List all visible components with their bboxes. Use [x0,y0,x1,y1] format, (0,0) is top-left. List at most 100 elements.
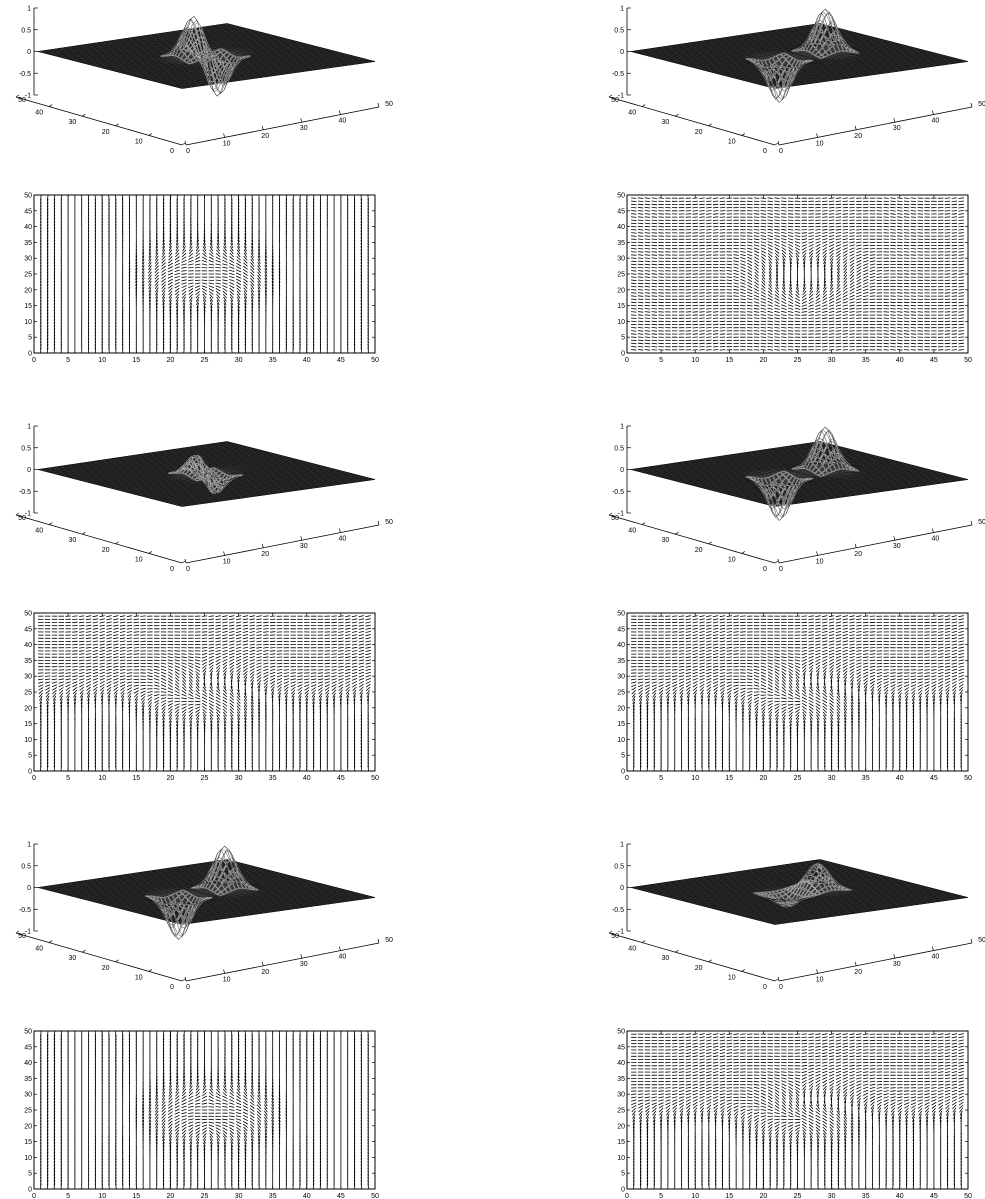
x-tick [223,133,225,138]
x-tick-label: 10 [816,976,824,983]
x-tick-label: 15 [132,357,140,364]
y-tick-label: 50 [611,515,619,522]
y-tick-label: 30 [69,119,77,126]
y-tick-label: 10 [24,319,32,326]
x-tick-label: 10 [816,558,824,565]
y-tick [774,142,779,146]
surface-trough-edges [183,22,251,97]
surf-3: 1 0.5 0 -0.5 -1 0 10 20 30 40 50 0 10 20 30 40 50 [15,424,393,573]
surface-trough-edges [145,889,213,940]
y-tick-label: 45 [617,1044,625,1051]
y-tick [15,94,20,98]
x-tick-label: 30 [300,543,308,550]
x-tick-label: 50 [964,775,972,782]
quiver-4: 0 5 10 15 20 25 30 35 40 45 50 0 5 10 15 20 25 30 35 40 45 50 [617,611,972,783]
y-tick-label: 20 [695,129,703,136]
x-tick [223,969,225,974]
surf-4: 1 0.5 0 -0.5 -1 0 10 20 30 40 50 0 10 20 30 40 50 [608,424,985,573]
y-tick-label: 5 [28,335,32,342]
y-tick-label: 40 [628,946,636,953]
x-tick [777,140,780,146]
y-tick-label: 50 [18,97,26,104]
x-tick-label: 20 [261,133,269,140]
x-tick-label: 40 [303,1193,311,1199]
y-tick-label: 30 [617,1092,625,1099]
y-tick-label: 50 [24,193,32,200]
x-tick-label: 10 [223,976,231,983]
y-tick [49,104,53,107]
x-tick-label: 25 [794,357,802,364]
y-tick-label: 40 [617,1060,625,1067]
x-tick-label: 50 [964,357,972,364]
x-tick [777,976,780,982]
quiver-arrows [631,615,964,771]
x-tick-label: 25 [794,775,802,782]
x-tick [377,520,380,526]
y-tick-label: 45 [24,1044,32,1051]
z-tick-label: 0.5 [21,445,31,452]
y-tick-label: 10 [24,737,32,744]
y-tick-label: 0 [28,769,32,776]
x-tick-label: 30 [893,543,901,550]
x-axis-line [778,524,973,564]
y-tick-label: 40 [24,1060,32,1067]
x-axis-line [778,106,973,146]
z-tick-label: -1 [618,929,624,936]
y-tick-label: 10 [617,1155,625,1162]
surf-1: 1 0.5 0 -0.5 -1 0 10 20 30 40 50 0 10 20 30 40 50 [15,6,393,155]
x-tick-label: 10 [816,140,824,147]
surface-trough-edges [753,880,821,907]
y-tick [82,531,86,535]
x-tick-label: 45 [337,1193,345,1199]
y-tick [115,959,119,963]
surface-peak-edges [791,8,860,59]
y-tick-label: 50 [617,193,625,200]
y-axis-line [15,932,183,982]
y-tick-label: 10 [617,737,625,744]
y-tick-label: 25 [24,1108,32,1115]
y-tick-label: 15 [617,1139,625,1146]
x-tick [261,125,264,130]
x-tick [893,954,896,959]
y-tick-label: 40 [35,110,43,117]
x-tick-label: 0 [186,148,190,155]
y-axis-line [608,514,776,564]
y-tick-label: 0 [621,351,625,358]
y-tick-label: 40 [35,528,43,535]
x-tick [816,969,818,974]
y-tick-label: 25 [617,690,625,697]
z-tick-label: 0.5 [21,27,31,34]
y-tick-label: 5 [28,1171,32,1178]
x-tick-label: 50 [371,357,379,364]
y-tick-label: 30 [617,674,625,681]
y-tick-label: 45 [24,626,32,633]
y-tick-label: 30 [662,955,670,962]
x-tick-label: 35 [269,775,277,782]
x-tick-label: 30 [235,357,243,364]
y-tick-label: 10 [728,138,736,145]
x-tick-label: 5 [66,357,70,364]
x-tick-label: 50 [978,101,985,108]
y-tick [115,541,119,545]
y-tick-label: 10 [24,1155,32,1162]
x-tick-label: 25 [201,775,209,782]
y-tick-label: 5 [28,753,32,760]
y-tick [608,930,613,934]
x-tick-label: 20 [167,1193,175,1199]
x-tick-label: 20 [854,133,862,140]
y-tick [181,142,186,146]
y-tick [148,969,152,972]
y-tick [181,560,186,564]
surface-trough-edges [745,470,814,521]
y-tick-label: 50 [18,933,26,940]
x-tick-label: 0 [32,1193,36,1199]
x-tick-label: 45 [337,775,345,782]
x-tick [339,946,341,951]
x-tick [932,110,934,115]
surf-6: 1 0.5 0 -0.5 -1 0 10 20 30 40 50 0 10 20 30 40 50 [608,842,985,991]
y-tick-label: 25 [24,272,32,279]
x-tick-label: 35 [269,1193,277,1199]
x-tick-label: 20 [854,551,862,558]
y-tick-label: 0 [170,566,174,573]
surface-peak-edges [791,426,860,477]
